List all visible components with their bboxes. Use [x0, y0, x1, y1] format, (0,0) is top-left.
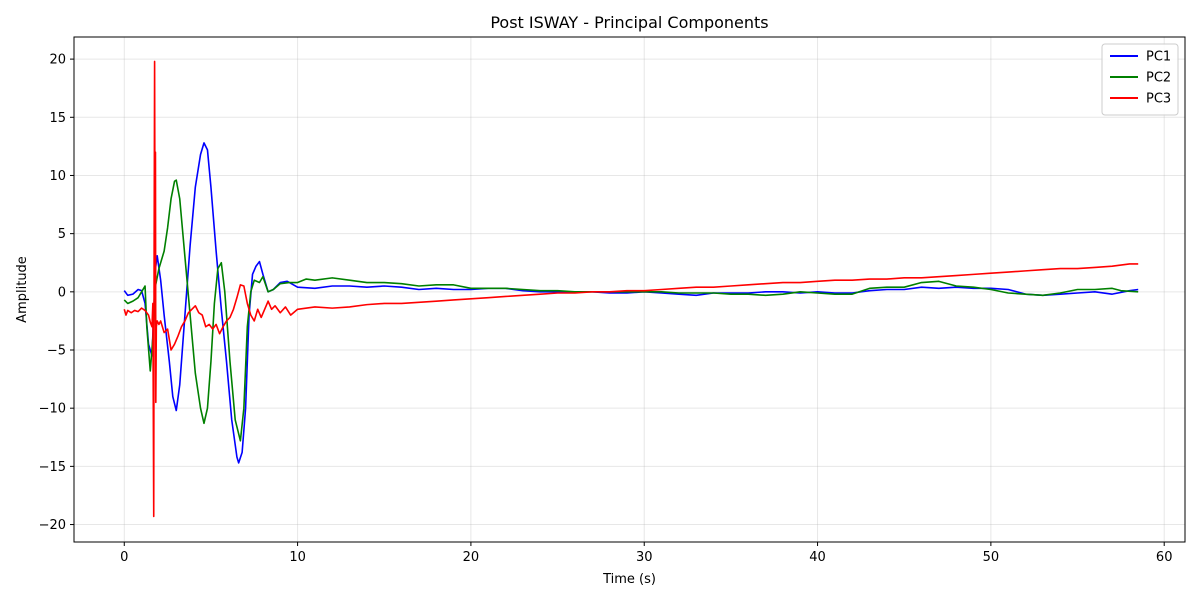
- x-tick-label: 50: [983, 550, 1000, 565]
- legend-label-pc2: PC2: [1146, 71, 1171, 86]
- y-tick-label: 5: [58, 227, 66, 242]
- y-tick-label: 15: [49, 111, 66, 126]
- ticks: 0 10 20 30 40 50 60 −20 −15 −10 −5 0 5 10 15 20: [39, 53, 1173, 565]
- y-tick-label: −20: [39, 518, 66, 533]
- y-axis-title: Amplitude: [15, 256, 30, 323]
- y-tick-label: −5: [47, 344, 66, 359]
- legend: PC1 PC2 PC3: [1101, 43, 1179, 116]
- x-tick-label: 0: [120, 550, 128, 565]
- y-tick-label: 0: [58, 285, 66, 300]
- x-tick-label: 10: [289, 550, 306, 565]
- legend-label-pc1: PC1: [1146, 50, 1171, 65]
- x-tick-label: 30: [636, 550, 653, 565]
- series-line-pc1: [123, 142, 1139, 464]
- series-lines: [123, 60, 1139, 518]
- y-tick-label: −15: [39, 460, 66, 475]
- series-line-pc2: [123, 179, 1139, 442]
- x-tick-label: 40: [809, 550, 826, 565]
- plot-frame: [73, 36, 1186, 543]
- series-line-pc3: [123, 60, 1139, 518]
- y-tick-label: 10: [49, 169, 66, 184]
- chart-title: Post ISWAY - Principal Components: [490, 13, 768, 32]
- y-tick-label: −10: [39, 402, 66, 417]
- x-tick-label: 60: [1156, 550, 1173, 565]
- legend-label-pc3: PC3: [1146, 92, 1171, 107]
- x-axis-title: Time (s): [602, 572, 656, 587]
- y-tick-label: 20: [49, 53, 66, 68]
- x-tick-label: 20: [463, 550, 480, 565]
